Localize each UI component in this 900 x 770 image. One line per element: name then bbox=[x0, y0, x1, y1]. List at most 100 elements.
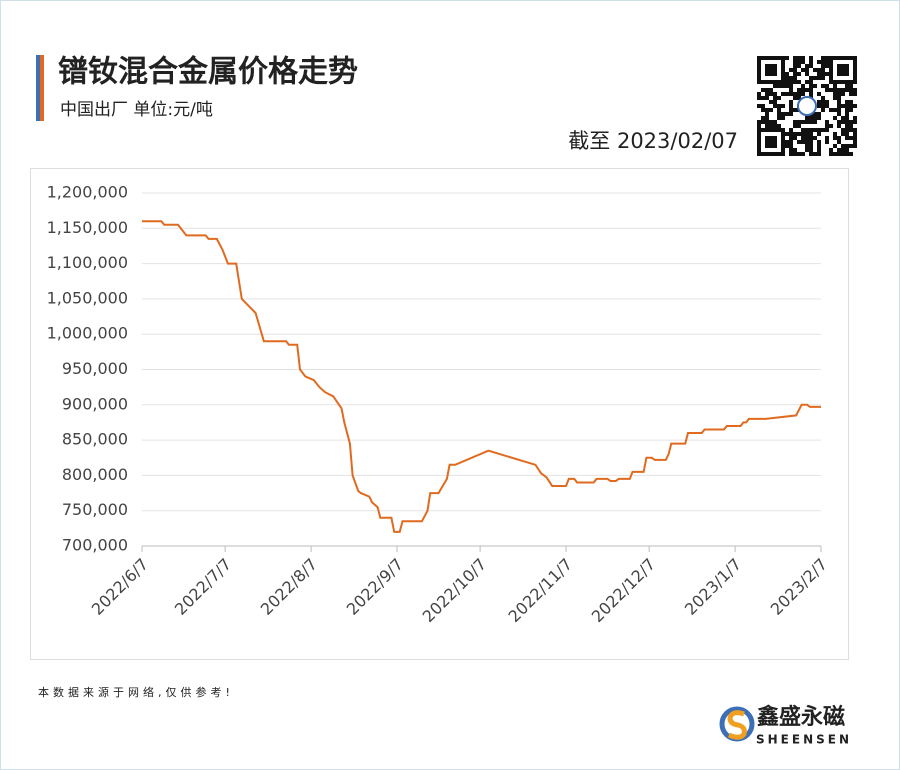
y-tick-label: 750,000 bbox=[62, 500, 128, 519]
qr-module bbox=[829, 72, 833, 76]
qr-module bbox=[813, 112, 817, 116]
logo-s bbox=[727, 710, 747, 740]
qr-module bbox=[777, 152, 781, 156]
qr-module bbox=[837, 120, 841, 124]
qr-module bbox=[845, 124, 849, 128]
qr-module bbox=[773, 100, 777, 104]
qr-module bbox=[825, 88, 829, 92]
y-tick-label: 850,000 bbox=[62, 430, 128, 449]
qr-module bbox=[793, 92, 797, 96]
qr-module bbox=[777, 128, 781, 132]
qr-module bbox=[809, 144, 813, 148]
date-annotation: 截至 2023/02/07 bbox=[568, 129, 738, 153]
qr-module bbox=[761, 80, 765, 84]
qr-module bbox=[781, 128, 785, 132]
qr-module bbox=[797, 64, 801, 68]
chart-title: 镨钕混合金属价格走势 bbox=[58, 55, 358, 90]
qr-module bbox=[777, 104, 781, 108]
qr-module bbox=[781, 80, 785, 84]
chart-subtitle: 中国出厂 单位:元/吨 bbox=[60, 100, 213, 120]
qr-module bbox=[793, 148, 797, 152]
qr-module bbox=[817, 60, 821, 64]
qr-module bbox=[821, 72, 825, 76]
qr-module bbox=[809, 140, 813, 144]
qr-module bbox=[833, 56, 837, 60]
qr-module bbox=[793, 72, 797, 76]
qr-module bbox=[841, 80, 845, 84]
qr-module bbox=[769, 72, 773, 76]
qr-module bbox=[793, 56, 797, 60]
qr-module bbox=[781, 132, 785, 136]
qr-module bbox=[801, 84, 805, 88]
qr-module bbox=[821, 108, 825, 112]
qr-module bbox=[765, 80, 769, 84]
qr-module bbox=[853, 64, 857, 68]
qr-module bbox=[757, 124, 761, 128]
qr-module bbox=[853, 140, 857, 144]
qr-module bbox=[781, 56, 785, 60]
qr-module bbox=[805, 148, 809, 152]
qr-module bbox=[789, 144, 793, 148]
qr-module bbox=[805, 72, 809, 76]
qr-module bbox=[845, 64, 849, 68]
qr-module bbox=[829, 64, 833, 68]
qr-module bbox=[825, 128, 829, 132]
qr-module bbox=[805, 68, 809, 72]
qr-module bbox=[817, 104, 821, 108]
qr-module bbox=[841, 116, 845, 120]
qr-module bbox=[805, 88, 809, 92]
qr-module bbox=[833, 88, 837, 92]
qr-module bbox=[789, 76, 793, 80]
qr-module bbox=[841, 152, 845, 156]
qr-module bbox=[825, 100, 829, 104]
qr-module bbox=[777, 84, 781, 88]
qr-module bbox=[789, 148, 793, 152]
qr-module bbox=[817, 132, 821, 136]
qr-module bbox=[809, 88, 813, 92]
qr-module bbox=[817, 112, 821, 116]
qr-module bbox=[841, 128, 845, 132]
qr-module bbox=[757, 80, 761, 84]
qr-module bbox=[849, 128, 853, 132]
qr-module bbox=[849, 56, 853, 60]
qr-module bbox=[845, 108, 849, 112]
qr-module bbox=[801, 152, 805, 156]
qr-module bbox=[761, 120, 765, 124]
qr-module bbox=[789, 108, 793, 112]
qr-module bbox=[765, 92, 769, 96]
qr-module bbox=[801, 60, 805, 64]
qr-module bbox=[769, 124, 773, 128]
qr-module bbox=[825, 140, 829, 144]
qr-module bbox=[781, 104, 785, 108]
qr-module bbox=[825, 60, 829, 64]
qr-module bbox=[821, 60, 825, 64]
price-line bbox=[142, 220, 821, 533]
qr-module bbox=[837, 80, 841, 84]
qr-module bbox=[765, 88, 769, 92]
qr-module bbox=[773, 124, 777, 128]
qr-module bbox=[837, 112, 841, 116]
qr-module bbox=[797, 80, 801, 84]
qr-module bbox=[837, 56, 841, 60]
qr-module bbox=[853, 76, 857, 80]
qr-module bbox=[757, 92, 761, 96]
qr-module bbox=[809, 80, 813, 84]
qr-module bbox=[785, 132, 789, 136]
qr-module bbox=[845, 120, 849, 124]
qr-module bbox=[841, 120, 845, 124]
qr-module bbox=[845, 116, 849, 120]
brand-logo bbox=[719, 706, 755, 742]
qr-module bbox=[849, 92, 853, 96]
qr-module bbox=[805, 136, 809, 140]
qr-module bbox=[837, 88, 841, 92]
qr-module bbox=[809, 132, 813, 136]
qr-module bbox=[801, 140, 805, 144]
qr-module bbox=[841, 72, 845, 76]
qr-module bbox=[817, 140, 821, 144]
y-tick-label: 1,200,000 bbox=[47, 183, 128, 202]
qr-module bbox=[849, 100, 853, 104]
qr-module bbox=[765, 124, 769, 128]
qr-module bbox=[789, 88, 793, 92]
qr-module bbox=[801, 136, 805, 140]
qr-module bbox=[757, 104, 761, 108]
